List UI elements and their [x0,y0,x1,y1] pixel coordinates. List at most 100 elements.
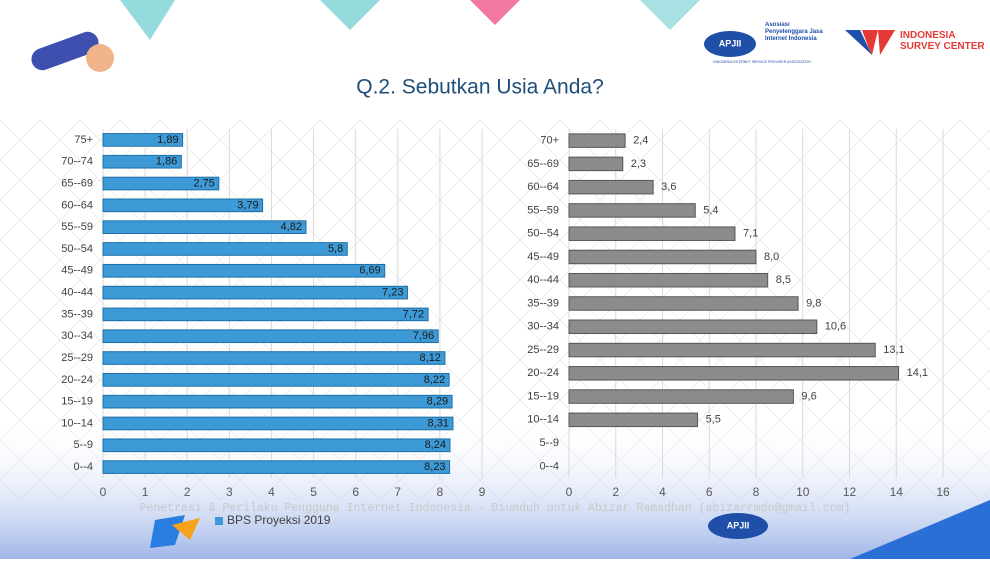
y-tick-label: 70--74 [61,156,93,168]
y-tick-label: 70+ [540,135,559,147]
value-label: 8,24 [425,439,446,451]
y-tick-label: 35--39 [527,297,559,309]
value-label: 7,1 [743,228,758,240]
bar [103,330,438,343]
y-tick-label: 50--54 [527,228,559,240]
bar [103,352,445,365]
y-tick-label: 30--34 [61,330,93,342]
bar [569,250,756,263]
value-label: 7,23 [382,287,403,299]
y-tick-label: 55--59 [61,221,93,233]
x-tick-label: 2 [612,485,619,499]
value-label: 2,3 [631,158,646,170]
legend-label: BPS Proyeksi 2019 [227,513,331,527]
bar [103,374,449,387]
value-label: 13,1 [883,344,904,356]
y-tick-label: 45--49 [527,251,559,263]
value-label: 2,75 [193,177,214,189]
apjii-footer-logo: APJII [708,513,768,539]
value-label: 3,79 [237,199,258,211]
y-tick-label: 65--69 [527,158,559,170]
value-label: 5,4 [703,204,718,216]
value-label: 6,69 [359,265,380,277]
value-label: 8,23 [424,461,445,473]
y-tick-label: 60--64 [61,199,93,211]
y-tick-label: 20--24 [527,367,559,379]
x-tick-label: 14 [890,485,904,499]
x-tick-label: 0 [566,485,573,499]
value-label: 9,6 [801,390,816,402]
value-label: 14,1 [907,367,928,379]
bar [569,180,653,193]
y-tick-label: 25--29 [61,352,93,364]
value-label: 8,5 [776,274,791,286]
value-label: 8,22 [424,374,445,386]
bar [569,134,625,147]
bar [103,286,407,299]
x-tick-label: 16 [936,485,950,499]
value-label: 1,86 [156,156,177,168]
bar [569,204,695,217]
value-label: 9,8 [806,297,821,309]
bar [569,343,875,356]
x-tick-label: 5 [310,485,317,499]
value-label: 10,6 [825,321,846,333]
bar [569,390,793,403]
y-tick-label: 75+ [74,134,93,146]
x-tick-label: 1 [142,485,149,499]
y-tick-label: 5--9 [73,439,93,451]
y-tick-label: 65--69 [61,177,93,189]
y-tick-label: 40--44 [61,287,93,299]
bar [103,221,306,234]
isc-name: INDONESIA SURVEY CENTER [900,30,990,60]
y-tick-label: 0--4 [73,461,93,473]
y-tick-label: 45--49 [61,265,93,277]
y-tick-label: 15--19 [527,390,559,402]
logo-sub: INDONESIA INTERNET SERVICE PROVIDER ASSO… [713,60,811,64]
logo-text: APJII [727,520,750,530]
bar [103,439,450,452]
bar [103,461,450,474]
y-tick-label: 0--4 [539,460,559,472]
y-tick-label: 60--64 [527,181,559,193]
slide-title: Q.2. Sebutkan Usia Anda? [356,76,604,99]
x-tick-label: 9 [479,485,486,499]
value-label: 8,12 [420,352,441,364]
bar [103,243,347,256]
x-tick-label: 0 [100,485,107,499]
x-tick-label: 8 [753,485,760,499]
x-tick-label: 6 [352,485,359,499]
y-tick-label: 10--14 [527,414,559,426]
x-tick-label: 6 [706,485,713,499]
x-tick-label: 10 [796,485,810,499]
value-label: 5,8 [328,243,343,255]
y-tick-label: 50--54 [61,243,93,255]
bar [569,227,735,240]
value-label: 7,72 [403,308,424,320]
bar [103,417,453,430]
x-tick-label: 8 [437,485,444,499]
value-label: 7,96 [413,330,434,342]
bar [569,273,768,286]
logo-text: APJII [719,38,742,48]
bar [569,157,623,170]
x-tick-label: 4 [659,485,666,499]
bar [103,264,385,277]
logo-desc-text: Asosiasi Penyelenggara Jasa Internet Ind… [765,22,825,43]
y-tick-label: 55--59 [527,204,559,216]
bar [569,320,817,333]
value-label: 8,29 [427,396,448,408]
x-tick-label: 12 [843,485,857,499]
value-label: 8,31 [428,417,449,429]
logo-desc: Asosiasi Penyelenggara Jasa Internet Ind… [765,22,825,62]
x-tick-label: 2 [184,485,191,499]
bar [569,367,899,380]
y-tick-label: 20--24 [61,374,93,386]
x-tick-label: 7 [394,485,401,499]
bar [569,297,798,310]
value-label: 3,6 [661,181,676,193]
value-label: 5,5 [706,414,721,426]
y-tick-label: 30--34 [527,321,559,333]
x-tick-label: 4 [268,485,275,499]
y-tick-label: 35--39 [61,308,93,320]
